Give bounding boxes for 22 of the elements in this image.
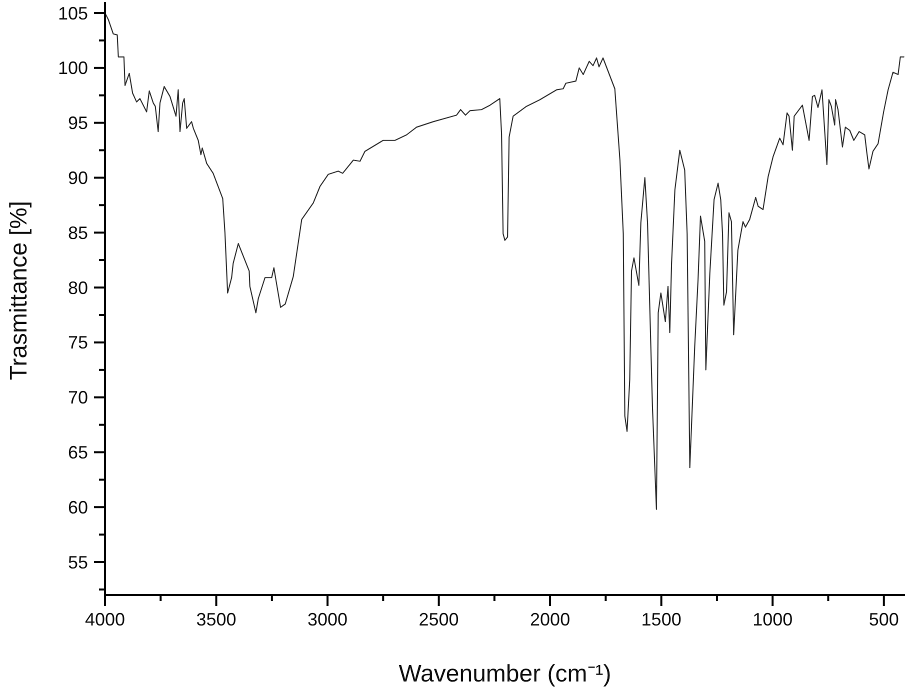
x-tick-label: 3000 <box>308 610 348 630</box>
x-tick-label: 500 <box>868 610 899 630</box>
x-tick-label: 4000 <box>84 610 126 630</box>
y-tick-label: 85 <box>68 222 88 243</box>
y-tick-label: 90 <box>68 168 88 188</box>
y-tick-label: 75 <box>68 332 88 353</box>
y-tick-label: 80 <box>68 278 88 298</box>
x-tick-label: 2500 <box>418 610 459 630</box>
y-tick-label: 70 <box>68 388 88 408</box>
y-tick-label: 95 <box>68 113 88 134</box>
y-tick-label: 55 <box>68 552 88 572</box>
line-series <box>105 12 904 510</box>
x-tick-label: 3500 <box>196 610 236 630</box>
x-axis-title: Wavenumber (cm⁻¹) <box>398 660 612 688</box>
y-tick-label: 100 <box>58 58 88 78</box>
x-tick-label: 1000 <box>752 610 793 630</box>
x-tick-label: 2000 <box>530 610 570 630</box>
y-tick-label: 65 <box>68 442 88 463</box>
y-tick-label: 105 <box>58 3 88 24</box>
y-tick-label: 60 <box>68 497 88 518</box>
x-tick-label: 1500 <box>641 610 682 630</box>
y-axis-title: Trasmittance [%] <box>5 200 32 380</box>
